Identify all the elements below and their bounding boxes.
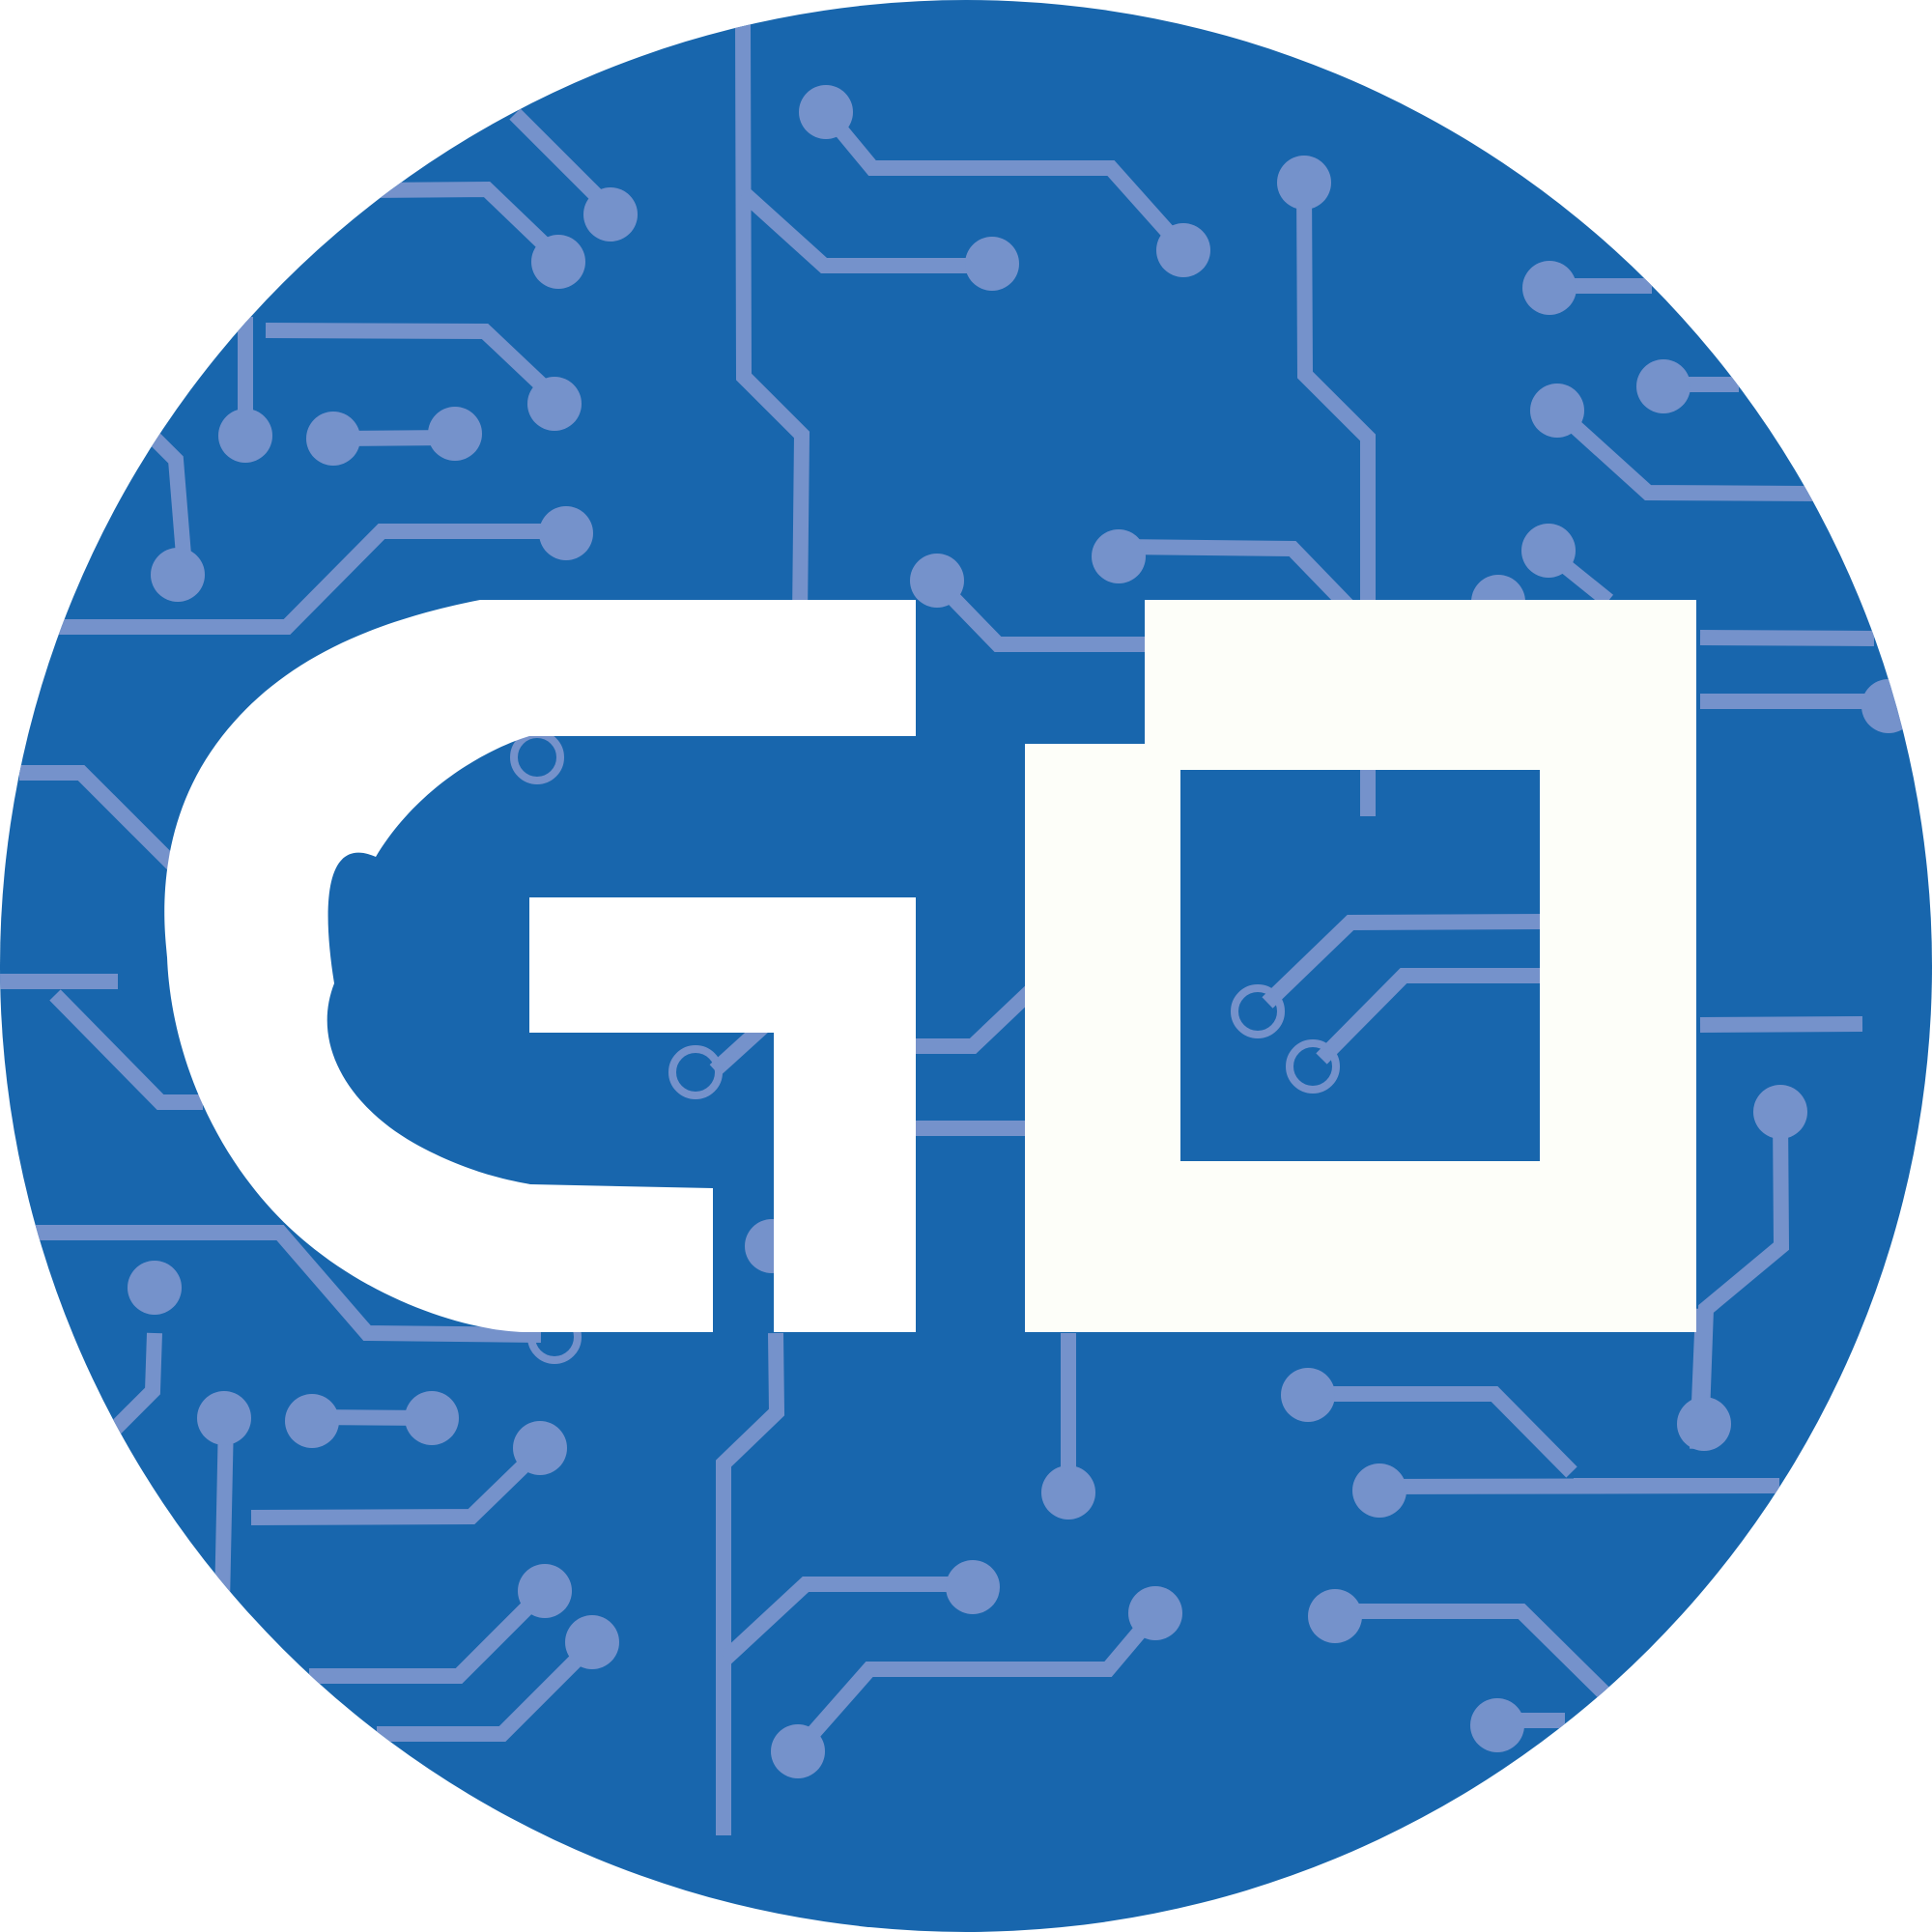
circuit-board-logo	[0, 0, 1932, 1932]
